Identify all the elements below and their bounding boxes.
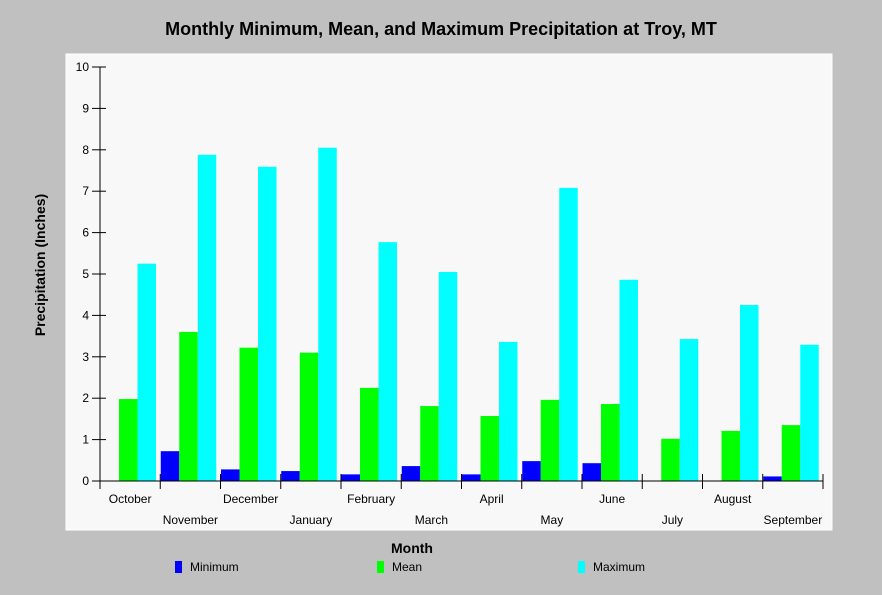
bar-maximum-january [318,147,337,482]
bar-mean-february [360,387,379,481]
bar-mean-october [119,399,138,481]
legend-item-mean: Mean [377,560,422,574]
y-tick-label: 4 [82,308,89,322]
x-tick-label-october: October [109,492,152,506]
bar-mean-july [661,438,680,481]
x-axis-label: Month [391,540,433,556]
bar-minimum-february [341,474,360,481]
legend-swatch-mean [377,561,384,573]
x-tick-label-april: April [480,492,504,506]
bar-minimum-january [281,471,300,481]
y-tick-label: 7 [82,184,89,198]
bar-maximum-december [258,166,277,481]
bar-minimum-november [160,451,180,481]
bar-mean-june [601,404,620,481]
x-tick-label-december: December [223,492,278,506]
y-axis-label: Precipitation (Inches) [32,193,48,337]
chart-title: Monthly Minimum, Mean, and Maximum Preci… [165,19,717,39]
bar-mean-january [299,352,319,481]
bar-minimum-september [763,476,782,481]
bar-maximum-february [378,242,397,481]
x-tick-label-september: September [764,513,823,527]
bar-maximum-august [740,305,759,481]
y-tick-label: 1 [82,433,89,447]
legend-item-maximum: Maximum [578,560,645,574]
x-tick-label-may: May [541,513,564,527]
bar-maximum-november [197,154,217,481]
bar-maximum-june [619,279,638,481]
legend-label-minimum: Minimum [190,560,239,574]
x-tick-label-november: November [163,513,218,527]
bar-minimum-december [221,469,240,481]
bar-maximum-october [137,263,156,481]
legend-item-minimum: Minimum [175,560,239,574]
legend-swatch-maximum [578,561,585,573]
x-tick-label-march: March [415,513,448,527]
bar-minimum-april [462,474,481,481]
x-tick-label-august: August [714,492,752,506]
bar-minimum-march [401,466,421,481]
bar-mean-december [239,347,258,481]
x-tick-label-july: July [662,513,683,527]
bar-maximum-may [559,187,578,481]
bar-minimum-may [522,461,541,481]
bar-minimum-june [582,463,601,481]
bar-maximum-september [800,344,819,481]
legend-label-mean: Mean [392,560,423,574]
y-tick-label: 5 [82,267,89,281]
y-tick-label: 2 [82,391,89,405]
y-tick-label: 3 [82,350,89,364]
bar-maximum-april [499,341,518,481]
y-tick-label: 0 [82,474,89,488]
legend-label-maximum: Maximum [593,560,646,574]
y-tick-label: 6 [82,226,89,240]
x-tick-label-january: January [290,513,333,527]
y-tick-label: 10 [76,60,90,74]
bar-mean-march [420,406,439,481]
bar-mean-may [540,399,560,481]
bar-maximum-march [438,271,458,481]
bar-mean-september [781,425,801,481]
bar-mean-april [480,416,499,481]
x-tick-label-february: February [347,492,395,506]
bar-maximum-july [679,339,699,481]
x-tick-label-june: June [599,492,625,506]
y-tick-label: 8 [82,143,89,157]
y-tick-label: 9 [82,101,89,115]
legend-swatch-minimum [175,561,182,573]
bar-mean-november [179,331,198,481]
bar-mean-august [721,430,740,481]
